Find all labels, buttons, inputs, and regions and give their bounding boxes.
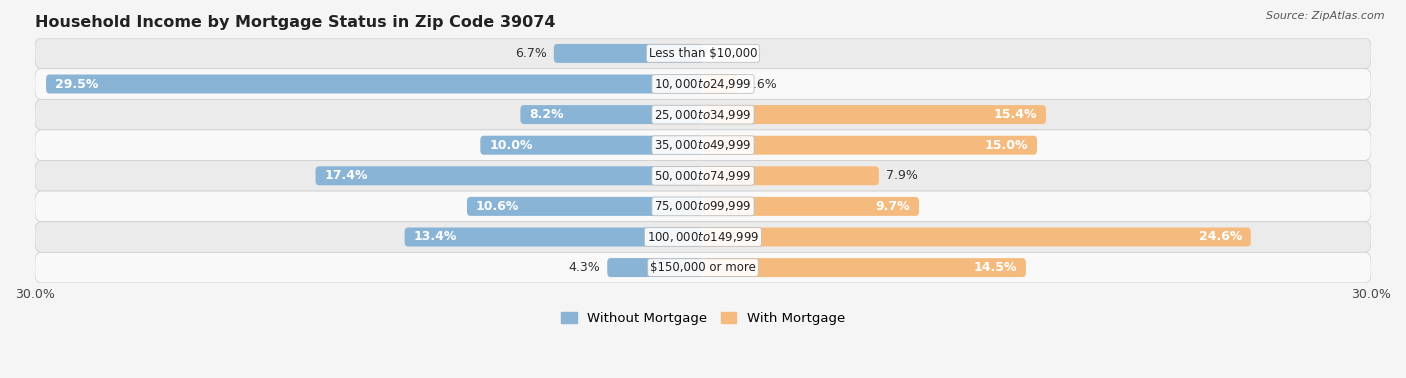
FancyBboxPatch shape — [35, 161, 1371, 191]
Text: Less than $10,000: Less than $10,000 — [648, 47, 758, 60]
Text: 7.9%: 7.9% — [886, 169, 918, 182]
FancyBboxPatch shape — [467, 197, 703, 216]
FancyBboxPatch shape — [703, 166, 879, 185]
FancyBboxPatch shape — [35, 38, 1371, 69]
Text: $150,000 or more: $150,000 or more — [650, 261, 756, 274]
Text: 13.4%: 13.4% — [413, 231, 457, 243]
FancyBboxPatch shape — [703, 105, 1046, 124]
Text: $10,000 to $24,999: $10,000 to $24,999 — [654, 77, 752, 91]
FancyBboxPatch shape — [35, 130, 1371, 161]
Text: 6.7%: 6.7% — [515, 47, 547, 60]
FancyBboxPatch shape — [35, 69, 1371, 99]
FancyBboxPatch shape — [35, 99, 1371, 130]
Text: Household Income by Mortgage Status in Zip Code 39074: Household Income by Mortgage Status in Z… — [35, 15, 555, 30]
FancyBboxPatch shape — [520, 105, 703, 124]
Text: 14.5%: 14.5% — [973, 261, 1017, 274]
FancyBboxPatch shape — [703, 228, 1251, 246]
Text: 15.4%: 15.4% — [994, 108, 1038, 121]
Text: 10.6%: 10.6% — [475, 200, 519, 213]
FancyBboxPatch shape — [703, 136, 1038, 155]
FancyBboxPatch shape — [35, 222, 1371, 252]
FancyBboxPatch shape — [607, 258, 703, 277]
Text: $75,000 to $99,999: $75,000 to $99,999 — [654, 199, 752, 214]
Legend: Without Mortgage, With Mortgage: Without Mortgage, With Mortgage — [555, 307, 851, 330]
Text: 4.3%: 4.3% — [569, 261, 600, 274]
Text: $50,000 to $74,999: $50,000 to $74,999 — [654, 169, 752, 183]
Text: 8.2%: 8.2% — [529, 108, 564, 121]
Text: 10.0%: 10.0% — [489, 139, 533, 152]
FancyBboxPatch shape — [315, 166, 703, 185]
Text: $35,000 to $49,999: $35,000 to $49,999 — [654, 138, 752, 152]
Text: 9.7%: 9.7% — [876, 200, 910, 213]
Text: $100,000 to $149,999: $100,000 to $149,999 — [647, 230, 759, 244]
Text: 15.0%: 15.0% — [984, 139, 1028, 152]
FancyBboxPatch shape — [46, 74, 703, 93]
FancyBboxPatch shape — [405, 228, 703, 246]
Text: Source: ZipAtlas.com: Source: ZipAtlas.com — [1267, 11, 1385, 21]
FancyBboxPatch shape — [703, 74, 738, 93]
FancyBboxPatch shape — [703, 258, 1026, 277]
FancyBboxPatch shape — [35, 252, 1371, 283]
FancyBboxPatch shape — [35, 191, 1371, 222]
Text: 17.4%: 17.4% — [325, 169, 368, 182]
FancyBboxPatch shape — [481, 136, 703, 155]
Text: 29.5%: 29.5% — [55, 77, 98, 90]
FancyBboxPatch shape — [554, 44, 703, 63]
FancyBboxPatch shape — [703, 197, 920, 216]
Text: 1.6%: 1.6% — [745, 77, 778, 90]
Text: 24.6%: 24.6% — [1198, 231, 1241, 243]
Text: $25,000 to $34,999: $25,000 to $34,999 — [654, 108, 752, 122]
